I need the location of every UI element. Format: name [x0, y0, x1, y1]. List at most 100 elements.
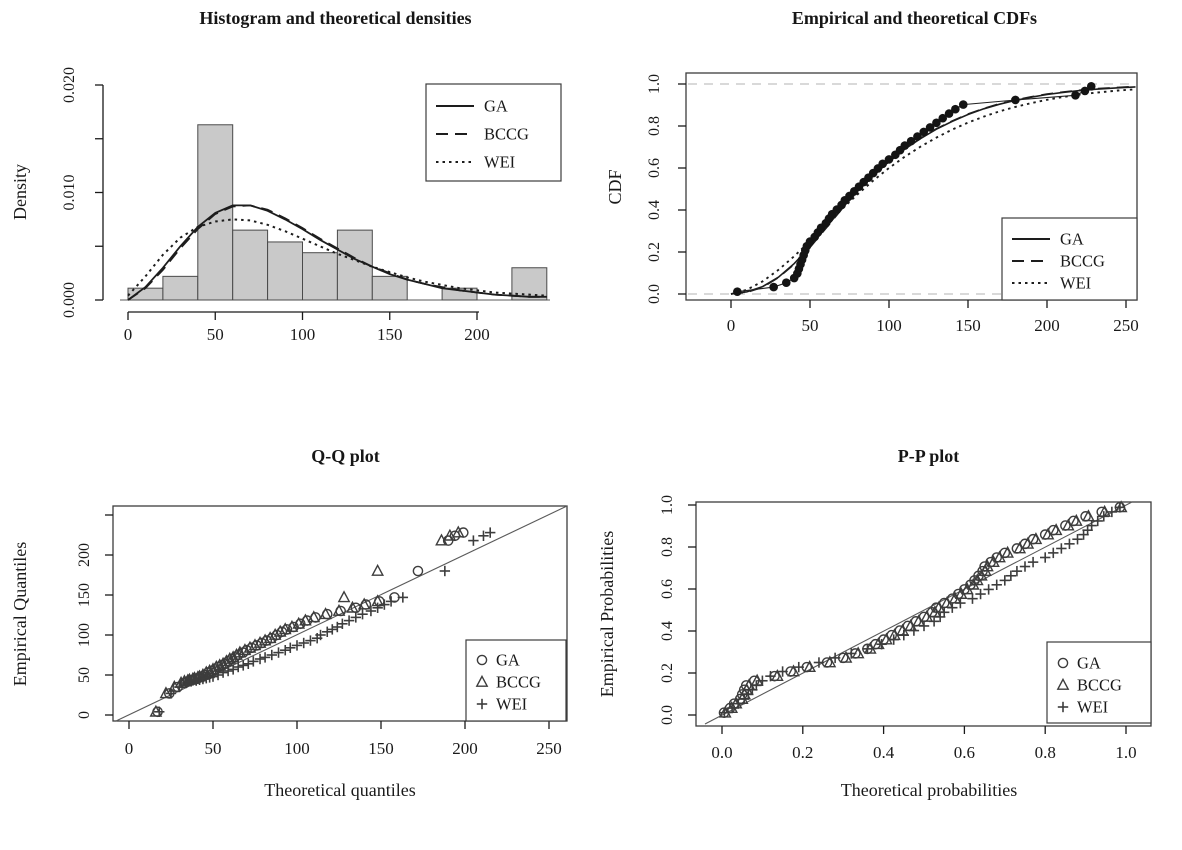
- legend: GA BCCG WEI: [465, 639, 567, 722]
- tick-label: 50: [205, 739, 222, 758]
- tick-label: 0.6: [954, 743, 975, 762]
- legend-label: WEI: [1060, 274, 1091, 293]
- y-axis: 0.0 0.2 0.4 0.6 0.8 1.0 Empirical Probabilitie…: [597, 495, 696, 725]
- tick-label: 200: [76, 543, 93, 567]
- tick-label: 150: [368, 739, 394, 758]
- triangle-marker: [787, 664, 800, 677]
- empirical-point: [951, 104, 960, 114]
- panel-histogram-densities: Histogram and theoretical densities 0.00…: [0, 0, 591, 420]
- panel-title-qq: Q-Q plot: [311, 446, 380, 466]
- triangle-marker: [839, 650, 853, 663]
- tick-label: 0.0: [659, 705, 676, 725]
- triangle-marker: [823, 655, 837, 668]
- triangle-marker: [238, 643, 252, 656]
- triangle-marker: [243, 640, 257, 653]
- triangle-marker: [803, 660, 817, 673]
- tick-label: 200: [452, 739, 478, 758]
- tick-label: 0.4: [646, 200, 663, 220]
- empirical-point: [925, 123, 935, 132]
- tick-label: 50: [207, 325, 224, 344]
- plot-area: [120, 124, 550, 301]
- legend: GA BCCG WEI: [1001, 217, 1138, 301]
- tick-label: 0: [727, 316, 736, 335]
- y-axis-title: CDF: [605, 169, 625, 204]
- tick-label: 0: [125, 739, 134, 758]
- y-axis: 0.000 0.010 0.020 Density: [10, 67, 104, 318]
- WEI-density-curve: [127, 218, 547, 297]
- empirical-point: [884, 155, 894, 164]
- tick-label: 0.4: [873, 743, 895, 762]
- legend-label: BCCG: [1077, 676, 1122, 695]
- tick-label: 150: [377, 325, 403, 344]
- triangle-marker: [268, 627, 282, 640]
- WEI-points: [154, 527, 496, 717]
- triangle-marker: [233, 645, 247, 658]
- tick-label: 0: [124, 325, 133, 344]
- empirical-cdf-points: [733, 82, 1096, 296]
- panel-title-cdf: Empirical and theoretical CDFs: [791, 8, 1038, 28]
- cdf-plot: 0.0 0.2 0.4 0.6 0.8 1.0 CDF 0 50 100 150 200 250 GA BC…: [605, 72, 1139, 335]
- legend-box: [1001, 217, 1138, 301]
- triangle-marker: [1049, 523, 1063, 536]
- tick-label: 0.4: [659, 621, 676, 641]
- legend-label: BCCG: [496, 673, 541, 692]
- empirical-point: [769, 282, 778, 292]
- legend: GA BCCG WEI: [425, 83, 562, 182]
- legend-label: GA: [1060, 230, 1084, 249]
- pp-plot: 0.0 0.2 0.4 0.6 0.8 1.0 Empirical Probabilitie…: [597, 495, 1152, 800]
- triangle-marker: [1082, 509, 1095, 522]
- empirical-point: [878, 159, 887, 169]
- tick-label: 200: [1034, 316, 1060, 335]
- tick-label: 50: [802, 316, 819, 335]
- x-axis: 0 50 100 150 200 250 Theoretical quantiles: [125, 721, 562, 800]
- triangle-marker: [346, 600, 359, 613]
- y-axis-title: Empirical Quantiles: [10, 542, 30, 686]
- legend-label: BCCG: [484, 125, 529, 144]
- BCCG-points: [149, 525, 465, 717]
- triangle-marker: [357, 597, 371, 610]
- identity-line: [704, 501, 1133, 725]
- tick-label: 1.0: [659, 495, 676, 515]
- x-axis: 0 50 100 150 200: [124, 311, 490, 344]
- legend-label: GA: [1077, 654, 1101, 673]
- triangle-marker: [299, 613, 312, 626]
- y-axis: 0 50 100 150 200 Empirical Quantiles: [10, 514, 113, 719]
- tick-label: 1.0: [1115, 743, 1136, 762]
- empirical-point: [1071, 91, 1080, 100]
- tick-label: 0.8: [659, 537, 676, 557]
- y-axis: 0.0 0.2 0.4 0.6 0.8 1.0 CDF: [605, 74, 686, 304]
- empirical-point: [733, 287, 742, 296]
- empirical-point: [919, 127, 929, 137]
- circle-marker: [476, 654, 488, 666]
- empirical-point: [1080, 86, 1090, 96]
- tick-label: 250: [1113, 316, 1139, 335]
- y-axis-title: Empirical Probabilities: [597, 531, 617, 697]
- empirical-point: [932, 118, 941, 128]
- histogram-bars: [127, 124, 548, 301]
- legend-label: WEI: [484, 153, 515, 172]
- tick-label: 0: [76, 711, 93, 719]
- tick-label: 150: [955, 316, 981, 335]
- legend-label: WEI: [496, 695, 527, 714]
- empirical-point: [906, 136, 916, 146]
- tick-label: 0.6: [659, 579, 676, 599]
- triangle-marker: [258, 633, 272, 646]
- circle-marker: [1057, 657, 1069, 669]
- tick-label: 250: [536, 739, 562, 758]
- histogram-bar: [302, 252, 338, 301]
- WEI-cdf-curve: [730, 88, 1136, 295]
- tick-label: 1.0: [646, 74, 663, 94]
- legend-label: GA: [496, 651, 520, 670]
- histogram-bar: [162, 275, 199, 301]
- tick-label: 0.8: [1035, 743, 1056, 762]
- panel-cdf: Empirical and theoretical CDFs 0.0 0.2 0.4…: [591, 0, 1182, 420]
- triangle-marker: [253, 635, 267, 648]
- plot-box: [685, 72, 1138, 301]
- tick-label: 100: [284, 739, 310, 758]
- BCCG-density-curve: [127, 204, 547, 301]
- x-axis-title: Theoretical quantiles: [264, 780, 415, 800]
- triangle-marker: [337, 590, 351, 603]
- tick-label: 50: [76, 667, 93, 683]
- tick-label: 100: [876, 316, 902, 335]
- tick-label: 0.020: [61, 67, 78, 103]
